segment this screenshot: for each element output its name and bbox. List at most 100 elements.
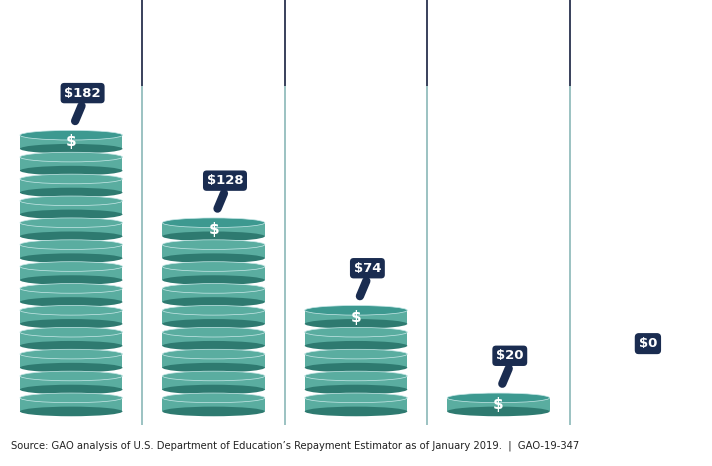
- Bar: [20, 223, 122, 236]
- Bar: [483, 17, 496, 27]
- Bar: [305, 310, 407, 324]
- Circle shape: [326, 9, 342, 18]
- Circle shape: [500, 9, 515, 18]
- Ellipse shape: [20, 385, 122, 394]
- Polygon shape: [199, 27, 209, 34]
- Bar: [20, 267, 122, 280]
- Polygon shape: [461, 27, 470, 34]
- Ellipse shape: [20, 407, 122, 416]
- Ellipse shape: [305, 407, 407, 416]
- Polygon shape: [470, 27, 480, 34]
- Text: $: $: [209, 222, 219, 237]
- Bar: [666, 17, 679, 27]
- Text: $0: $0: [639, 337, 657, 350]
- Ellipse shape: [162, 371, 265, 381]
- Ellipse shape: [20, 254, 122, 263]
- Circle shape: [664, 9, 680, 18]
- Bar: [20, 157, 122, 171]
- Polygon shape: [672, 27, 681, 34]
- Ellipse shape: [447, 393, 550, 403]
- Bar: [328, 17, 340, 27]
- Polygon shape: [489, 27, 498, 34]
- Bar: [520, 17, 533, 27]
- Circle shape: [220, 9, 236, 18]
- Ellipse shape: [20, 196, 122, 206]
- Ellipse shape: [20, 240, 122, 249]
- Bar: [65, 17, 78, 27]
- Bar: [372, 17, 384, 27]
- Ellipse shape: [20, 350, 122, 359]
- Bar: [350, 17, 362, 27]
- Ellipse shape: [20, 297, 122, 307]
- Ellipse shape: [20, 341, 122, 350]
- Circle shape: [481, 9, 497, 18]
- Bar: [20, 245, 122, 258]
- Bar: [59, 20, 83, 23]
- Ellipse shape: [162, 254, 265, 263]
- Bar: [20, 376, 122, 390]
- Ellipse shape: [20, 144, 122, 154]
- Text: $182: $182: [64, 87, 101, 100]
- Bar: [162, 376, 265, 390]
- Bar: [162, 332, 265, 346]
- Polygon shape: [517, 27, 527, 34]
- Bar: [20, 354, 122, 368]
- Polygon shape: [625, 27, 634, 34]
- Bar: [515, 20, 538, 23]
- Bar: [162, 398, 265, 411]
- Ellipse shape: [305, 341, 407, 350]
- Text: Family size: Family size: [11, 64, 98, 78]
- Circle shape: [519, 9, 534, 18]
- Polygon shape: [663, 27, 672, 34]
- Ellipse shape: [162, 262, 265, 271]
- Circle shape: [602, 9, 617, 18]
- Ellipse shape: [162, 284, 265, 293]
- Ellipse shape: [305, 393, 407, 403]
- Bar: [20, 135, 122, 149]
- Ellipse shape: [20, 328, 122, 337]
- Bar: [20, 179, 122, 192]
- Polygon shape: [527, 27, 536, 34]
- Polygon shape: [378, 27, 387, 34]
- Bar: [619, 17, 632, 27]
- Ellipse shape: [305, 371, 407, 381]
- Bar: [464, 17, 476, 27]
- Text: $74: $74: [354, 262, 381, 275]
- Bar: [305, 332, 407, 346]
- Ellipse shape: [162, 385, 265, 394]
- Ellipse shape: [305, 363, 407, 372]
- Ellipse shape: [162, 240, 265, 249]
- Ellipse shape: [162, 306, 265, 315]
- Ellipse shape: [305, 385, 407, 394]
- Circle shape: [633, 9, 649, 18]
- Ellipse shape: [162, 319, 265, 329]
- Bar: [344, 20, 368, 23]
- Bar: [660, 20, 684, 23]
- Ellipse shape: [20, 188, 122, 198]
- Bar: [366, 20, 390, 23]
- Ellipse shape: [447, 407, 550, 416]
- Ellipse shape: [162, 232, 265, 241]
- Ellipse shape: [20, 262, 122, 271]
- Bar: [629, 20, 653, 23]
- Ellipse shape: [20, 210, 122, 219]
- Ellipse shape: [162, 275, 265, 285]
- Bar: [305, 398, 407, 411]
- Ellipse shape: [20, 174, 122, 184]
- Polygon shape: [616, 27, 625, 34]
- Ellipse shape: [162, 297, 265, 307]
- Bar: [20, 332, 122, 346]
- Ellipse shape: [162, 407, 265, 416]
- Polygon shape: [641, 27, 650, 34]
- Bar: [496, 20, 520, 23]
- Ellipse shape: [305, 328, 407, 337]
- Ellipse shape: [162, 363, 265, 372]
- Bar: [162, 223, 265, 236]
- Bar: [162, 288, 265, 302]
- Ellipse shape: [305, 306, 407, 315]
- Text: Source: GAO analysis of U.S. Department of Education’s Repayment Estimator as of: Source: GAO analysis of U.S. Department …: [11, 440, 579, 451]
- Bar: [162, 354, 265, 368]
- Circle shape: [463, 9, 478, 18]
- Ellipse shape: [20, 306, 122, 315]
- Bar: [221, 17, 234, 27]
